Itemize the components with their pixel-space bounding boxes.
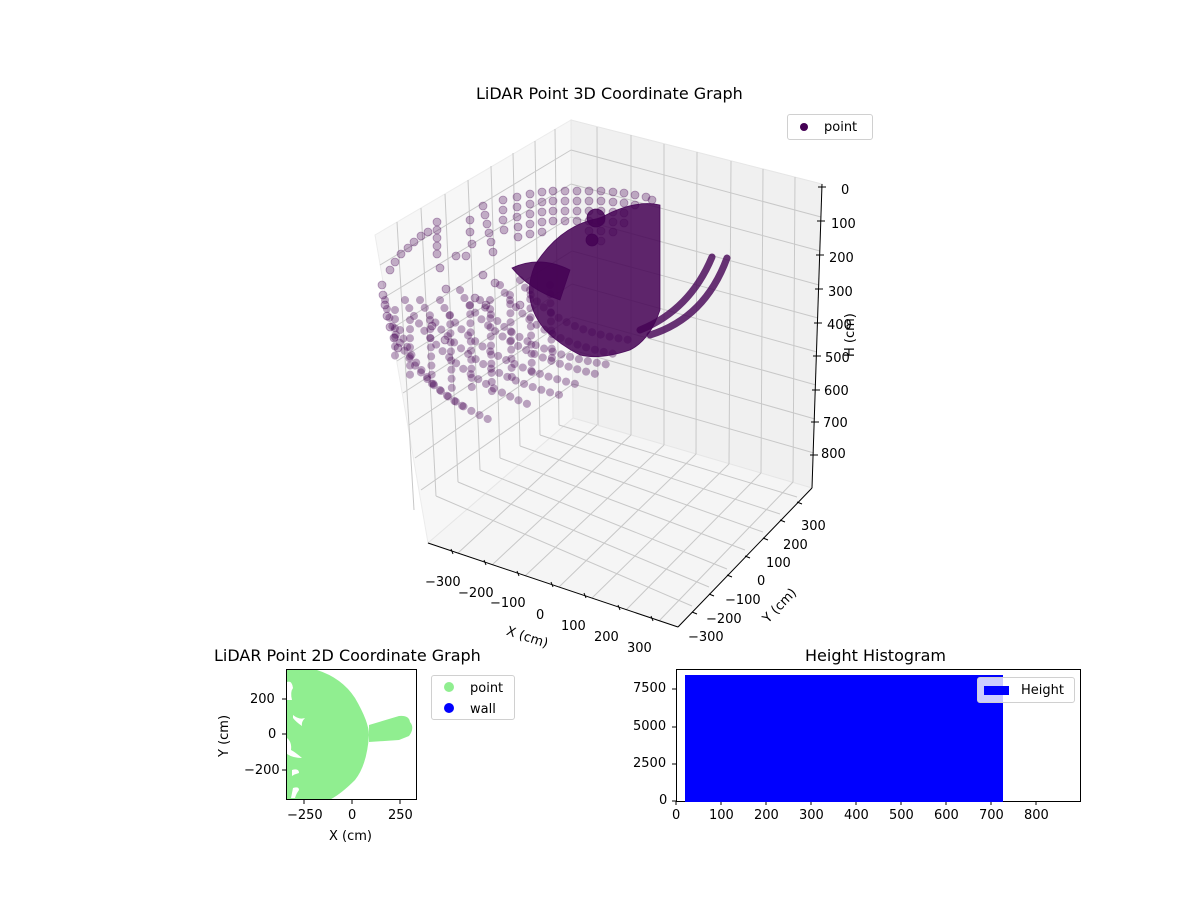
x-ticks [450,548,654,622]
histogram-legend: Height [977,677,1075,703]
y-tick-0: 0 [268,727,277,742]
plot-2d-legend: point wall [431,675,515,720]
point-marker-icon [800,120,812,135]
x-tick-250: 250 [388,808,413,823]
histogram-title: Height Histogram [805,646,946,665]
point-region [287,670,413,799]
legend-item-point: point [788,115,872,139]
z-axis-label: H (cm) [843,313,858,357]
plot-2d-axes [286,669,417,800]
plot-3d-legend: point [787,114,873,140]
axes-lines [427,183,823,628]
y-tick-200: 200 [250,692,275,707]
point-marker-icon [444,681,456,696]
legend-item-wall: wall [432,699,514,720]
grid-floor [435,424,798,622]
plot-2d-ylabel: Y (cm) [217,714,232,757]
plot-3d-canvas [374,119,826,628]
y-ticks [691,501,803,615]
scallop-gaps [287,681,305,798]
x-tick-0: 0 [348,808,357,823]
plot-2d-title: LiDAR Point 2D Coordinate Graph [214,646,481,665]
point-cloud [377,186,731,424]
legend-item-height: Height [978,678,1074,702]
arms [636,253,731,339]
plot-2d-xlabel: X (cm) [329,829,372,844]
height-swatch-icon [984,685,1010,695]
plot-3d-title: LiDAR Point 3D Coordinate Graph [476,84,743,103]
plot-2d-region [287,670,413,799]
dense-core [511,203,661,358]
legend-item-point: point [432,678,514,699]
x-tick-neg250: −250 [287,808,323,823]
y-tick-neg200: −200 [244,763,280,778]
histogram-bar [685,675,1003,802]
wall-marker-icon [444,702,456,717]
scatter-singles [427,251,525,345]
histogram-axes: Height [676,669,1081,802]
z-ticks [810,186,826,456]
